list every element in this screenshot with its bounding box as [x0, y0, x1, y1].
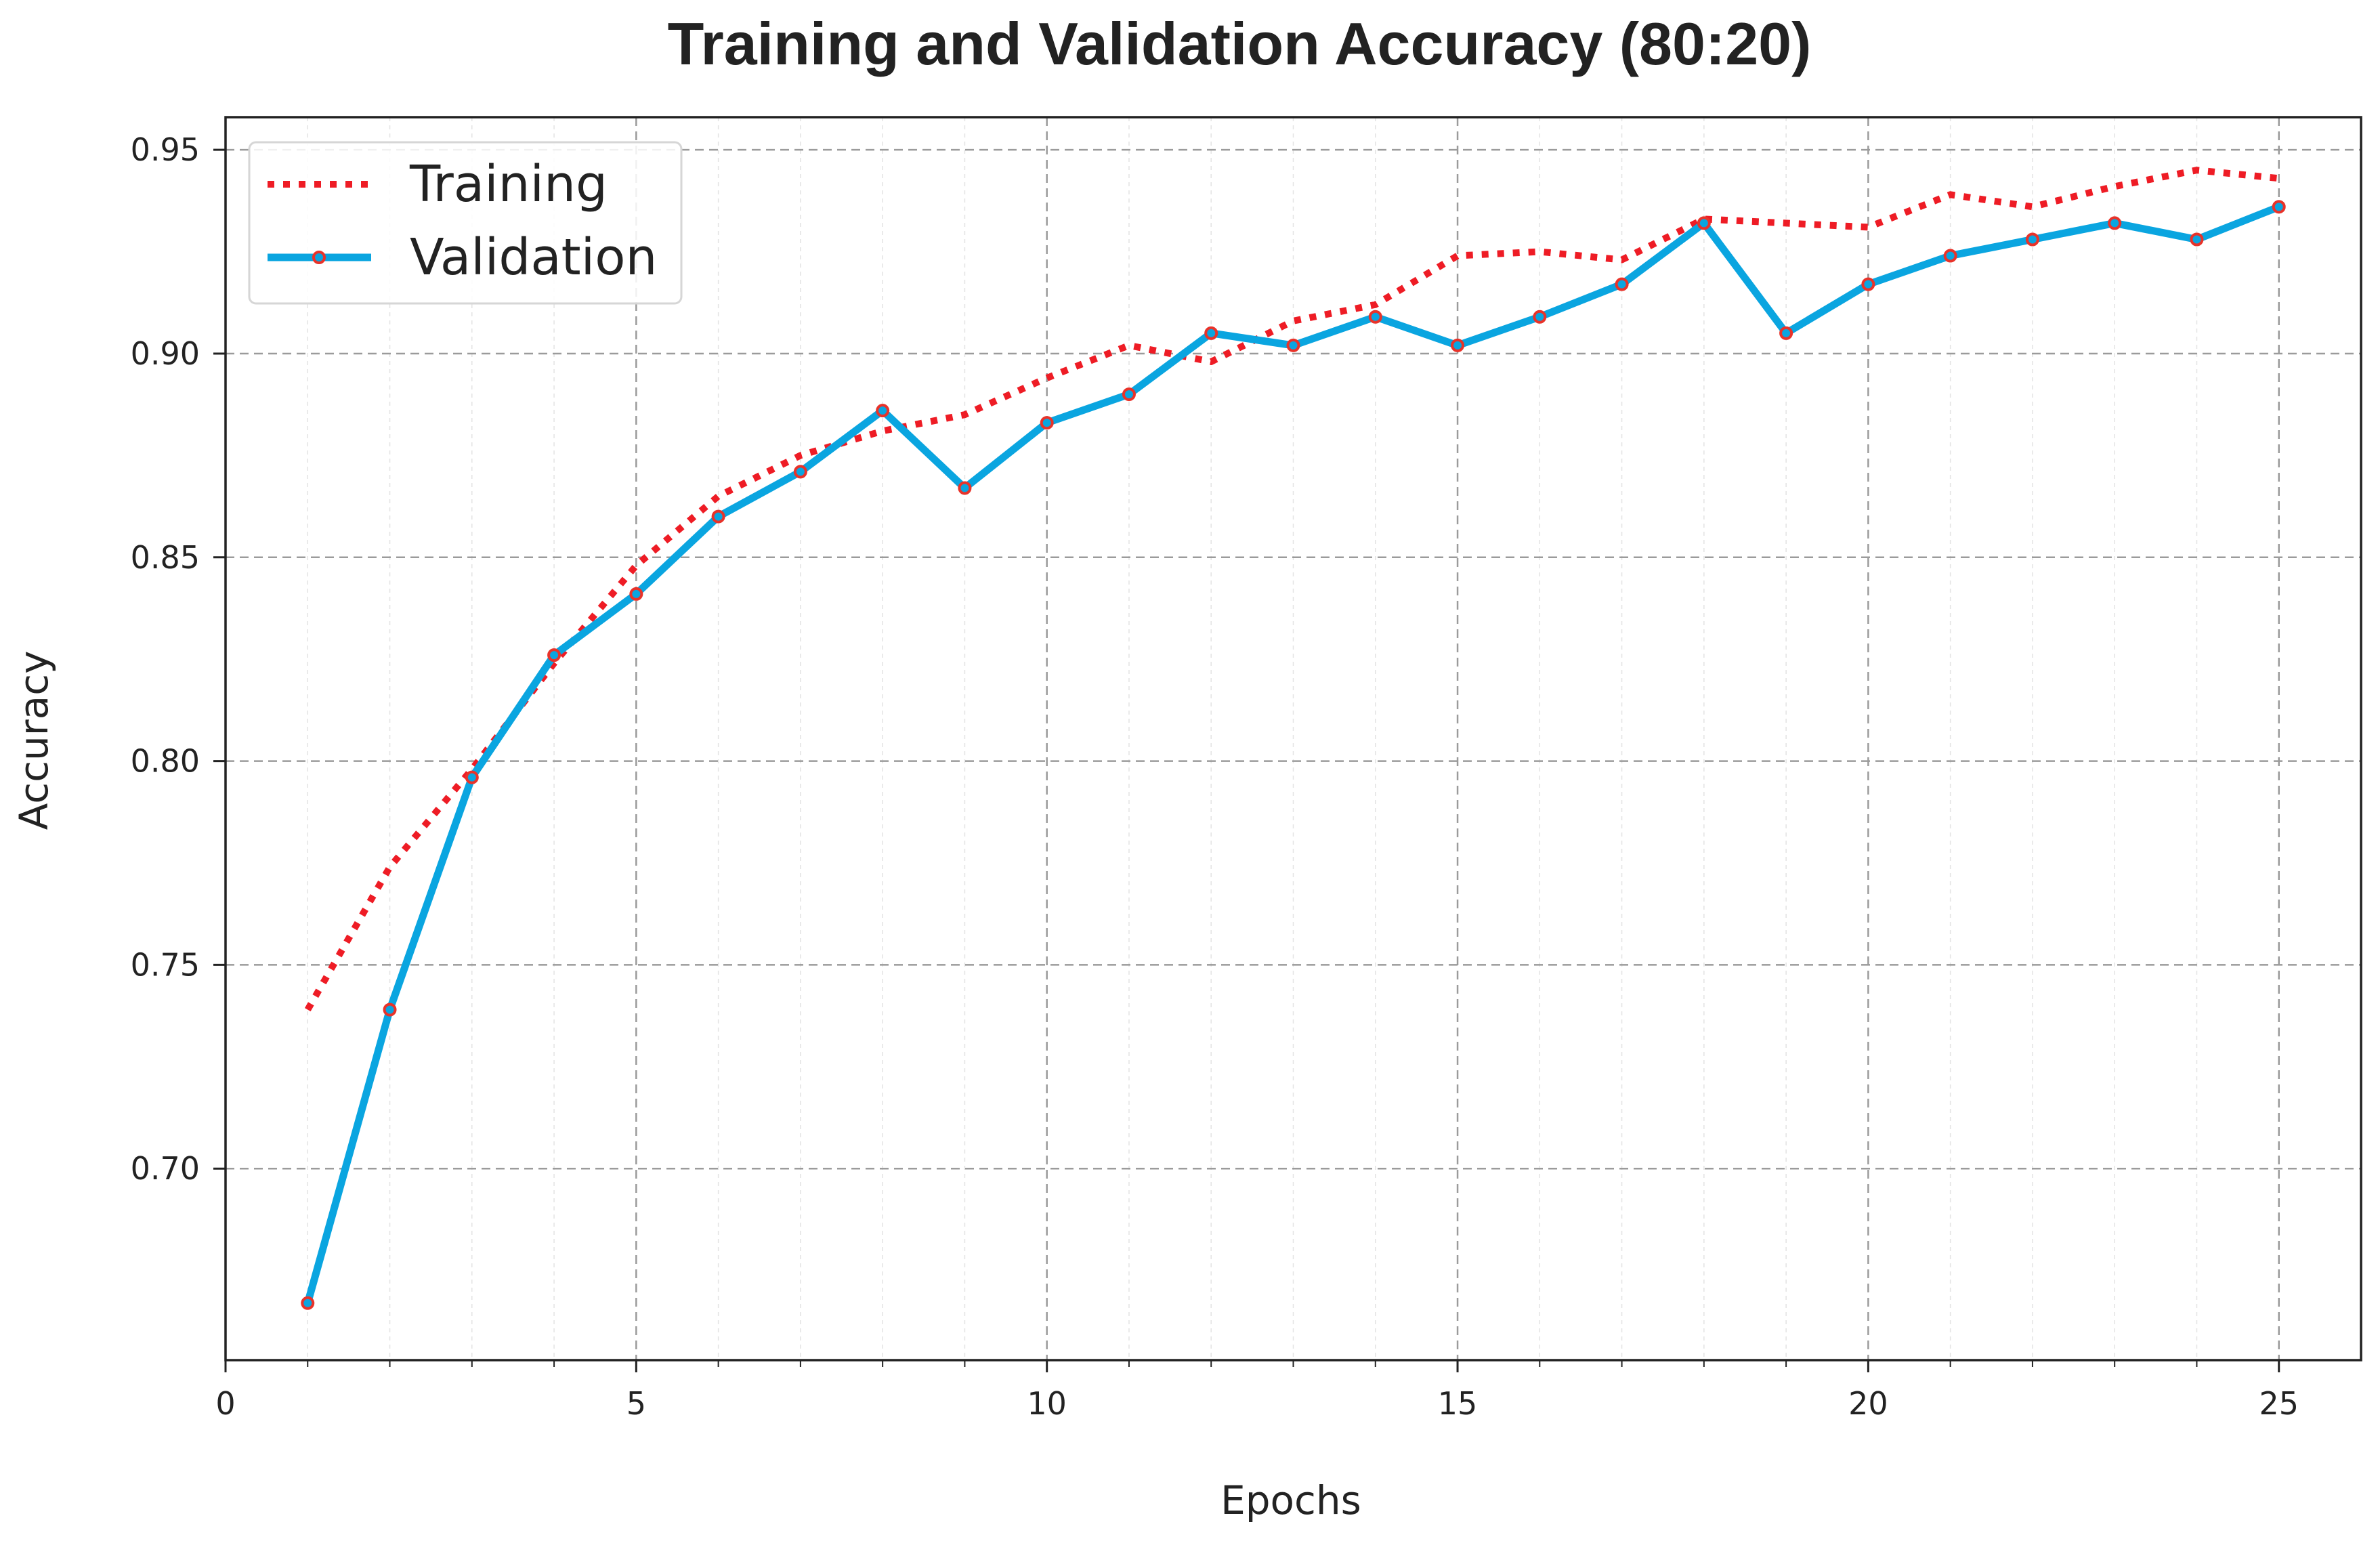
x-tick-label: 15: [1438, 1385, 1478, 1422]
axis-tick-labels: 0 5 10 15 20 25 0.70 0.75 0.80 0.85 0.90 0.95: [131, 131, 2299, 1422]
x-tick-label: 20: [1848, 1385, 1888, 1422]
legend-training-label: Training: [409, 155, 608, 213]
validation-point: [547, 648, 561, 662]
minor-grid: [307, 117, 2198, 1360]
legend-validation-marker: [312, 251, 326, 264]
y-tick-label: 0.80: [131, 743, 200, 780]
legend-box: [248, 141, 683, 305]
x-axis-label: Epochs: [1220, 1477, 1361, 1523]
plot-frame: [224, 116, 2362, 1361]
validation-point: [1286, 338, 1300, 352]
y-tick-label: 0.70: [131, 1150, 200, 1187]
validation-point: [793, 465, 807, 479]
y-tick-label: 0.85: [131, 539, 200, 576]
validation-point: [1697, 216, 1711, 230]
validation-point: [383, 1002, 397, 1017]
y-axis-label: Accuracy: [11, 651, 57, 830]
x-tick-label: 5: [626, 1385, 646, 1422]
plot-lines: [301, 167, 2286, 1310]
validation-point: [876, 404, 890, 418]
validation-point: [465, 770, 479, 784]
validation-point: [1861, 277, 1875, 291]
validation-point: [1779, 326, 1793, 340]
validation-point: [1533, 310, 1547, 324]
validation-point: [1040, 416, 1054, 430]
x-tick-label: 0: [215, 1385, 235, 1422]
x-tick-label: 25: [2259, 1385, 2299, 1422]
validation-point: [1451, 338, 1465, 352]
validation-point: [2272, 200, 2286, 214]
validation-point: [1615, 277, 1629, 291]
validation-point: [1122, 387, 1136, 402]
validation-point: [2108, 216, 2122, 230]
validation-point: [301, 1296, 315, 1310]
major-grid: [226, 117, 2361, 1360]
y-tick-label: 0.95: [131, 131, 200, 168]
validation-point: [1368, 310, 1382, 324]
validation-point: [2190, 232, 2204, 247]
y-tick-label: 0.90: [131, 335, 200, 372]
validation-point: [1204, 326, 1218, 340]
chart-title: Training and Validation Accuracy (80:20): [668, 10, 1812, 77]
legend: Training Validation: [248, 141, 683, 305]
validation-point: [629, 587, 643, 601]
x-tick-label: 10: [1027, 1385, 1067, 1422]
validation-point: [2025, 232, 2039, 247]
validation-point: [1943, 249, 1957, 263]
legend-validation-label: Validation: [410, 228, 657, 287]
y-tick-label: 0.75: [131, 946, 200, 983]
validation-point: [958, 481, 972, 495]
training-line: [304, 167, 2280, 1012]
validation-point: [711, 509, 725, 524]
